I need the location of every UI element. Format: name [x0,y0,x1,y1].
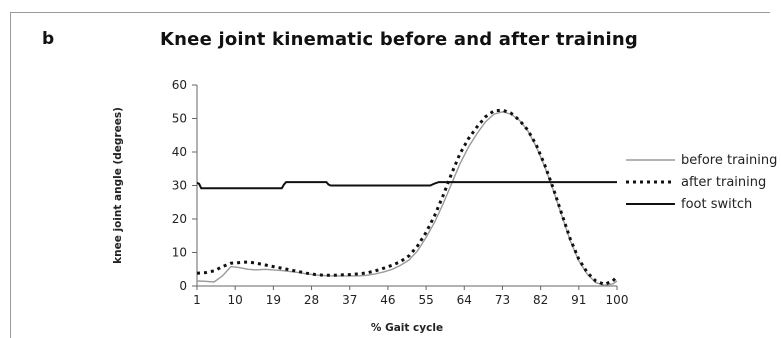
x-axis-title: % Gait cycle [371,322,443,334]
x-tick-label: 100 [606,293,629,307]
x-tick-label: 73 [495,293,510,307]
y-tick-label: 20 [172,212,187,226]
y-tick-label: 10 [172,246,187,260]
x-tick-label: 1 [193,293,201,307]
x-tick-label: 19 [266,293,281,307]
x-tick-label: 55 [418,293,433,307]
legend-label-after-training: after training [681,175,766,190]
y-tick-label: 60 [172,78,187,92]
series-line-after-training [196,108,619,286]
x-tick-label: 91 [571,293,586,307]
panel-label: b [42,29,55,49]
y-tick-label: 50 [172,112,187,126]
x-tick-label: 64 [457,293,472,307]
figure-frame [10,12,770,338]
x-tick-label: 10 [228,293,243,307]
y-axis-title: knee joint angle (degrees) [112,107,124,264]
x-tick-label: 46 [380,293,395,307]
y-tick-label: 40 [172,145,187,159]
x-tick-label: 37 [342,293,357,307]
x-tick-label: 82 [533,293,548,307]
series-line-before-training [196,111,618,287]
axes: 0 10 20 30 40 50 60 1 10 19 28 37 46 55 64 73 82 91 100 % G… [112,78,628,334]
series-line-foot-switch [196,181,617,190]
legend: before training after training foot switch [626,153,777,212]
legend-label-foot-switch: foot switch [681,197,752,212]
series-layer [196,108,619,287]
legend-label-before-training: before training [681,153,777,168]
x-tick-label: 28 [304,293,319,307]
y-tick-label: 0 [179,279,187,293]
y-tick-label: 30 [172,179,187,193]
chart-title: Knee joint kinematic before and after tr… [160,29,638,50]
